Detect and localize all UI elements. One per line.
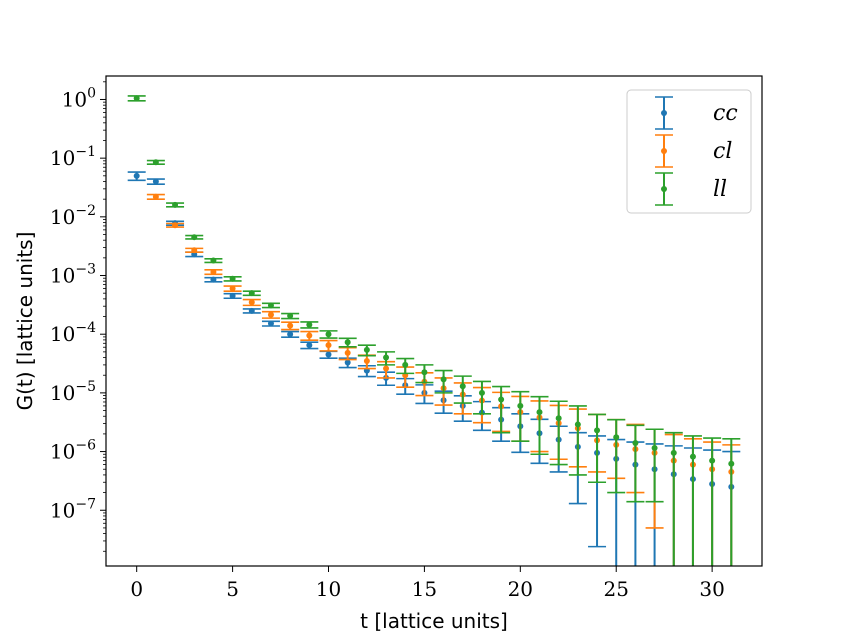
point-cl-11: [344, 349, 351, 356]
point-ll-4: [210, 257, 217, 264]
x-tick-label-25: 25: [603, 577, 628, 601]
legend-entry-ll: ll: [655, 172, 727, 206]
point-cc-4: [210, 276, 217, 283]
y-tick-label--4: 10−4: [50, 320, 96, 346]
point-ll-31: [728, 460, 735, 467]
point-cl-6: [248, 299, 255, 306]
y-tick-label--5: 10−5: [50, 379, 96, 405]
point-ll-21: [536, 409, 543, 416]
point-ll-26: [632, 439, 639, 446]
legend-entry-cl: cl: [655, 134, 732, 168]
point-ll-9: [306, 321, 313, 328]
axes-frame: [105, 75, 763, 567]
point-cc-6: [248, 307, 255, 314]
legend-label-cc: cc: [713, 101, 738, 126]
point-cl-2: [172, 222, 179, 229]
point-cl-13: [383, 365, 390, 372]
y-tick-label--1: 10−1: [50, 144, 96, 170]
point-cl-12: [363, 357, 370, 364]
point-cl-8: [287, 322, 294, 329]
point-ll-12: [363, 346, 370, 353]
point-ll-7: [267, 302, 274, 309]
point-ll-6: [248, 290, 255, 297]
point-ll-2: [172, 201, 179, 208]
legend-box: [626, 89, 752, 214]
point-cc-0: [133, 172, 140, 179]
point-ll-0: [133, 95, 140, 102]
legend-marker-cl: [661, 148, 667, 154]
point-ll-3: [191, 234, 198, 241]
point-cl-5: [229, 285, 236, 292]
y-tick-label--3: 10−3: [50, 262, 96, 288]
point-cl-7: [267, 311, 274, 318]
point-ll-5: [229, 275, 236, 282]
plot-area: [127, 95, 741, 566]
y-axis-label: G(t) [lattice units]: [13, 232, 37, 411]
y-tick-label-0: 100: [62, 85, 96, 111]
x-tick-label-30: 30: [699, 577, 724, 601]
y-tick-label--2: 10−2: [50, 203, 96, 229]
y-axis: 100 10−1 10−2 10−3 10−4 10−5 10−6 10−7: [50, 81, 106, 552]
x-tick-label-15: 15: [412, 577, 437, 601]
point-ll-11: [344, 339, 351, 346]
point-ll-22: [555, 415, 562, 422]
legend-entry-cc: cc: [655, 96, 738, 130]
point-cc-7: [267, 320, 274, 327]
point-ll-1: [152, 159, 159, 166]
point-ll-17: [459, 383, 466, 390]
point-ll-13: [383, 354, 390, 361]
x-tick-label-0: 0: [130, 577, 143, 601]
point-cc-5: [229, 292, 236, 299]
series-ll: [127, 95, 741, 566]
point-cl-4: [210, 268, 217, 275]
point-cc-11: [344, 359, 351, 366]
point-cl-3: [191, 247, 198, 254]
point-cl-9: [306, 332, 313, 339]
y-tick-label--7: 10−7: [50, 496, 96, 522]
x-axis-label: t [lattice units]: [360, 609, 508, 633]
x-tick-label-10: 10: [316, 577, 341, 601]
x-tick-label-5: 5: [226, 577, 239, 601]
point-ll-25: [613, 434, 620, 441]
point-ll-23: [574, 421, 581, 428]
point-ll-19: [498, 396, 505, 403]
point-cc-1: [152, 178, 159, 185]
point-cc-10: [325, 351, 332, 358]
point-ll-30: [709, 457, 716, 464]
x-tick-label-20: 20: [508, 577, 533, 601]
point-ll-14: [402, 361, 409, 368]
point-ll-28: [670, 449, 677, 456]
legend-marker-ll: [661, 186, 667, 192]
point-ll-15: [421, 369, 428, 376]
point-cl-10: [325, 342, 332, 349]
point-cc-8: [287, 331, 294, 338]
point-ll-16: [440, 376, 447, 383]
legend-label-ll: ll: [713, 177, 727, 202]
point-ll-10: [325, 331, 332, 338]
point-cc-9: [306, 342, 313, 349]
point-ll-8: [287, 312, 294, 319]
x-axis: 0 5 10 15 20 25 30: [130, 566, 725, 601]
point-cl-1: [152, 193, 159, 200]
point-ll-20: [517, 402, 524, 409]
point-ll-24: [594, 427, 601, 434]
point-ll-29: [689, 453, 696, 460]
point-ll-18: [478, 389, 485, 396]
point-ll-27: [651, 445, 658, 452]
legend-marker-cc: [661, 110, 667, 116]
y-tick-label--6: 10−6: [50, 438, 96, 464]
legend-label-cl: cl: [713, 139, 732, 164]
legend: cc cl ll: [626, 89, 752, 214]
